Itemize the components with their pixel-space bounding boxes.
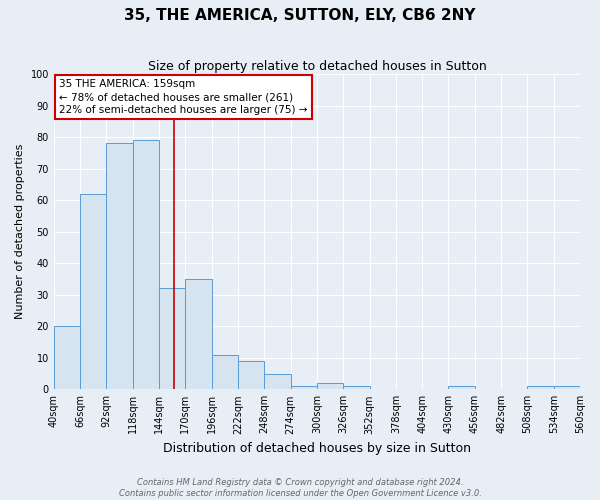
Bar [238, 361, 264, 390]
Bar [185, 279, 212, 390]
Bar [212, 354, 238, 390]
Y-axis label: Number of detached properties: Number of detached properties [15, 144, 25, 320]
Bar [554, 386, 580, 390]
Title: Size of property relative to detached houses in Sutton: Size of property relative to detached ho… [148, 60, 486, 73]
Bar [133, 140, 159, 390]
X-axis label: Distribution of detached houses by size in Sutton: Distribution of detached houses by size … [163, 442, 471, 455]
Text: 35, THE AMERICA, SUTTON, ELY, CB6 2NY: 35, THE AMERICA, SUTTON, ELY, CB6 2NY [124, 8, 476, 22]
Bar [54, 326, 80, 390]
Text: 35 THE AMERICA: 159sqm
← 78% of detached houses are smaller (261)
22% of semi-de: 35 THE AMERICA: 159sqm ← 78% of detached… [59, 79, 308, 116]
Bar [106, 144, 133, 390]
Bar [527, 386, 554, 390]
Bar [290, 386, 317, 390]
Bar [264, 374, 290, 390]
Bar [159, 288, 185, 390]
Text: Contains HM Land Registry data © Crown copyright and database right 2024.
Contai: Contains HM Land Registry data © Crown c… [119, 478, 481, 498]
Bar [343, 386, 370, 390]
Bar [80, 194, 106, 390]
Bar [317, 383, 343, 390]
Bar [448, 386, 475, 390]
